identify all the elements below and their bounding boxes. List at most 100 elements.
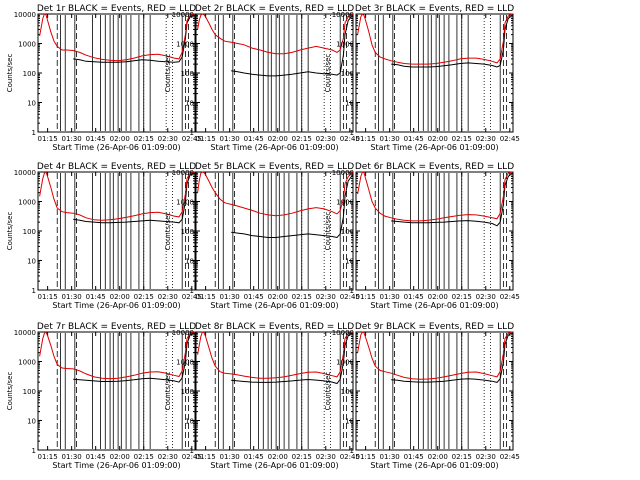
events-series-line [73,332,195,383]
y-tick-label: 100 [181,228,194,236]
x-tick-label: 02:30 [476,453,496,461]
y-tick-label: 1 [32,447,36,455]
x-tick-label: 01:45 [86,453,106,461]
x-tick-label: 02:00 [428,293,448,301]
y-tick-label: 1 [32,129,36,137]
x-axis-label: Start Time (26-Apr-06 01:09:00) [52,143,180,152]
y-tick-label: 1000 [176,199,194,207]
x-tick-label: 02:30 [476,293,496,301]
x-tick-label: 01:15 [38,453,58,461]
x-tick-label: 02:45 [182,453,202,461]
panel-4: Det 4r BLACK = Events, RED = LLD11010010… [6,162,202,310]
y-tick-label: 100 [23,70,36,78]
lld-series-line [197,331,353,379]
x-axis-label: Start Time (26-Apr-06 01:09:00) [370,143,498,152]
x-tick-label: 01:30 [220,293,240,301]
panel-title: Det 2r BLACK = Events, RED = LLD [195,4,354,14]
y-tick-label: 100 [341,388,354,396]
x-tick-label: 01:45 [404,293,424,301]
x-tick-label: 02:45 [182,135,202,143]
y-tick-label: 1000 [336,359,354,367]
x-tick-label: 02:00 [268,293,288,301]
x-tick-label: 02:45 [340,293,360,301]
y-tick-label: 1 [350,447,354,455]
panel-5: Det 5r BLACK = Events, RED = LLD11010010… [164,162,360,310]
x-axis-label: Start Time (26-Apr-06 01:09:00) [52,461,180,470]
x-tick-label: 01:45 [244,453,264,461]
lld-series-line [39,13,195,62]
y-axis-label: Counts/sec [164,54,172,93]
y-tick-label: 100 [181,388,194,396]
x-tick-label: 02:00 [110,293,130,301]
x-tick-label: 01:45 [404,453,424,461]
lld-series-line [39,171,195,221]
x-tick-label: 02:45 [340,135,360,143]
y-tick-label: 1 [190,447,194,455]
x-tick-label: 01:15 [38,293,58,301]
events-series-line [231,332,353,385]
x-tick-label: 02:45 [500,453,520,461]
x-tick-label: 02:45 [500,135,520,143]
panel-title: Det 8r BLACK = Events, RED = LLD [195,322,354,332]
y-tick-label: 10 [345,418,354,426]
panel-2: Det 2r BLACK = Events, RED = LLD11010010… [164,4,360,152]
events-series-line [73,172,195,224]
x-tick-label: 01:45 [86,135,106,143]
events-series-line [231,174,354,239]
y-tick-label: 100 [181,70,194,78]
x-tick-label: 01:15 [38,135,58,143]
panel-title: Det 5r BLACK = Events, RED = LLD [195,162,354,172]
y-tick-label: 100 [23,388,36,396]
x-tick-label: 02:45 [182,293,202,301]
y-tick-label: 1 [350,287,354,295]
x-tick-label: 01:30 [380,293,400,301]
events-series-line [391,14,514,68]
x-tick-label: 01:15 [196,453,216,461]
y-tick-label: 10 [27,100,36,108]
x-tick-label: 01:45 [86,293,106,301]
y-tick-label: 100 [23,228,36,236]
y-tick-label: 10000 [172,169,194,177]
x-tick-label: 02:15 [292,135,312,143]
y-tick-label: 10000 [172,11,194,19]
panel-title: Det 9r BLACK = Events, RED = LLD [355,322,514,332]
plot-frame [355,171,514,291]
x-tick-label: 01:30 [380,453,400,461]
x-tick-label: 01:30 [380,135,400,143]
panel-title: Det 6r BLACK = Events, RED = LLD [355,162,514,172]
x-axis-label: Start Time (26-Apr-06 01:09:00) [370,301,498,310]
y-tick-label: 1000 [176,359,194,367]
y-axis-label: Counts/sec [6,372,14,411]
x-tick-label: 01:15 [356,453,376,461]
y-axis-label: Counts/sec [324,212,332,251]
x-tick-label: 01:15 [356,293,376,301]
events-series-line [231,14,354,77]
x-tick-label: 02:30 [316,135,336,143]
x-tick-label: 01:30 [62,293,82,301]
x-tick-label: 02:15 [134,135,154,143]
y-tick-label: 1 [350,129,354,137]
x-tick-label: 02:30 [158,135,178,143]
x-tick-label: 02:15 [452,453,472,461]
y-tick-label: 10 [185,418,194,426]
y-tick-label: 100 [341,70,354,78]
x-axis-label: Start Time (26-Apr-06 01:09:00) [210,143,338,152]
y-axis-label: Counts/sec [164,372,172,411]
y-tick-label: 1000 [18,199,36,207]
x-tick-label: 02:00 [268,453,288,461]
y-tick-label: 1 [190,287,194,295]
x-tick-label: 02:15 [134,453,154,461]
y-axis-label: Counts/sec [6,54,14,93]
panel-3: Det 3r BLACK = Events, RED = LLD 1 10 100 10… [324,4,520,152]
x-tick-label: 01:15 [196,135,216,143]
y-tick-label: 100 [341,228,354,236]
y-tick-label: 10 [185,258,194,266]
plot-frame [355,13,514,133]
y-tick-label: 1000 [18,41,36,49]
x-tick-label: 01:30 [220,453,240,461]
x-tick-label: 02:00 [268,135,288,143]
x-tick-label: 01:30 [62,453,82,461]
panel-title: Det 1r BLACK = Events, RED = LLD [37,4,196,14]
x-tick-label: 01:30 [62,135,82,143]
y-axis-label: Counts/sec [164,212,172,251]
